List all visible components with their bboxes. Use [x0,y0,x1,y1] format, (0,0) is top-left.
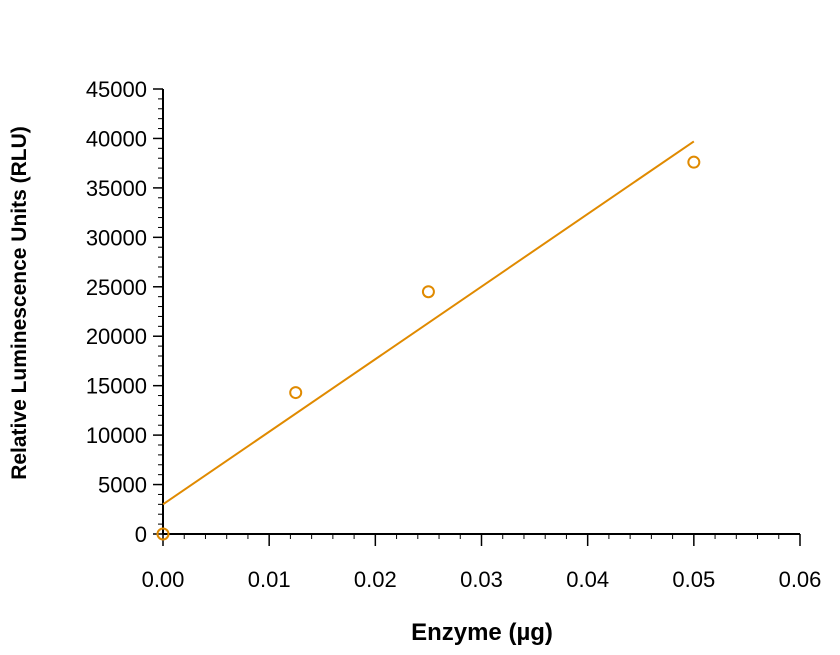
x-tick-label: 0.03 [460,567,503,592]
x-tick-label: 0.05 [672,567,715,592]
y-axis-label: Relative Luminescence Units (RLU) [8,126,31,480]
x-tick-label: 0.01 [248,567,291,592]
y-tick-label: 20000 [86,324,147,349]
x-tick-label: 0.02 [354,567,397,592]
data-point [156,527,170,541]
x-tick-label: 0.06 [779,567,822,592]
data-point [289,386,303,400]
fit-line [162,140,695,506]
y-tick-label: 35000 [86,176,147,201]
x-tick-label: 0.00 [142,567,185,592]
y-tick-label: 25000 [86,275,147,300]
y-tick-label: 0 [135,522,147,547]
data-point [687,155,701,169]
y-tick-label: 5000 [98,473,147,498]
data-point [421,285,435,299]
y-tick-label: 10000 [86,423,147,448]
y-tick-label: 30000 [86,225,147,250]
y-tick-label: 45000 [86,77,147,102]
x-axis-label: Enzyme (µg) [411,619,553,646]
x-tick-label: 0.04 [566,567,609,592]
y-tick-label: 40000 [86,126,147,151]
y-tick-label: 15000 [86,374,147,399]
